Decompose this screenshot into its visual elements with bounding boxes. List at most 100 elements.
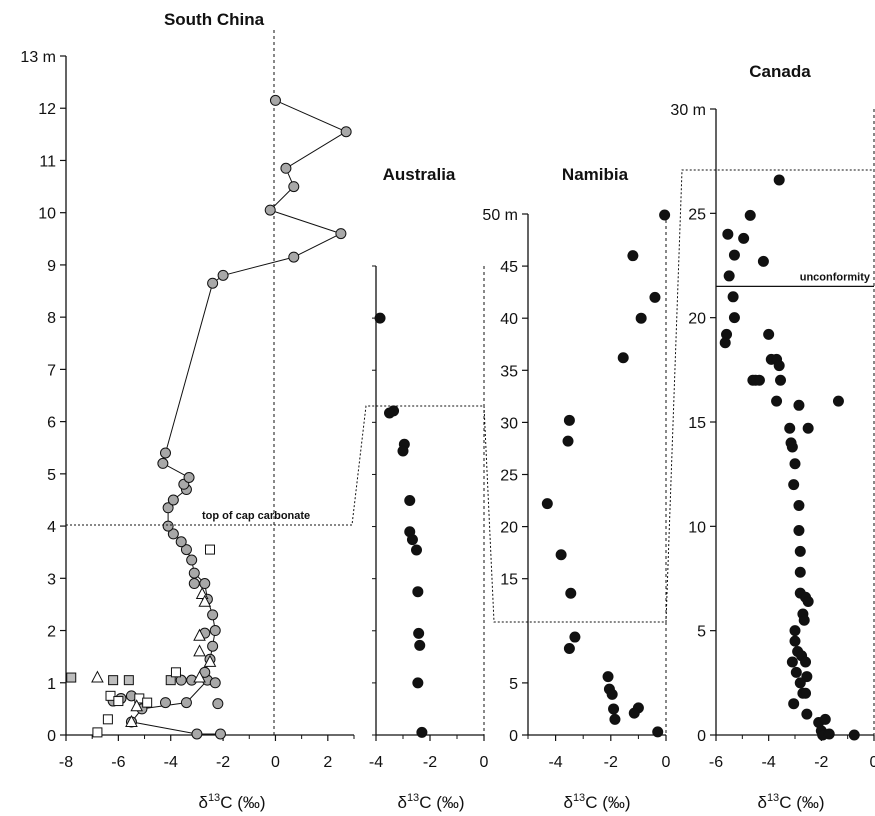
data-point [541, 498, 553, 510]
correlation-line [66, 405, 484, 526]
data-point [823, 728, 835, 740]
data-point [397, 445, 409, 457]
data-point [800, 687, 812, 699]
data-point [627, 250, 639, 262]
data-point [193, 628, 206, 641]
x-tick-label: 0 [662, 754, 671, 771]
data-point [159, 447, 171, 459]
data-point [569, 631, 581, 643]
data-point [142, 697, 153, 708]
data-point [723, 270, 735, 282]
y-tick-label: 30 [500, 415, 518, 432]
data-point [280, 162, 292, 174]
data-point [801, 708, 813, 720]
y-tick-label: 20 [688, 311, 706, 328]
data-point [413, 627, 425, 639]
x-tick-label: -6 [709, 754, 723, 771]
data-point [802, 595, 814, 607]
correlation-line [665, 169, 874, 623]
data-point [335, 228, 347, 240]
data-point [130, 699, 144, 712]
data-point [635, 312, 647, 324]
data-point [788, 479, 800, 491]
y-tick-label: 45 [500, 259, 518, 276]
data-point [738, 232, 750, 244]
y-tick-label: 20 [500, 520, 518, 537]
data-point [207, 640, 219, 652]
data-point [773, 174, 785, 186]
y-tick-label: 5 [47, 467, 56, 484]
data-point [188, 567, 200, 579]
data-point [205, 544, 215, 555]
data-point [288, 181, 300, 193]
data-point [414, 639, 426, 651]
data-point [162, 520, 174, 532]
data-point [555, 549, 567, 561]
y-tick-label: 0 [697, 728, 706, 745]
y-unit-label: 30 m [670, 102, 706, 119]
data-point [199, 578, 211, 590]
data-point [288, 251, 300, 263]
x-tick-label: 0 [271, 754, 280, 771]
x-tick-label: -2 [814, 754, 828, 771]
y-tick-label: 35 [500, 363, 518, 380]
data-point [191, 728, 203, 740]
data-point [175, 536, 187, 548]
panel-canada: Canada 0 5 10 15 20 25 30 m -6 -4 -2 0 δ13C (‰) uncon… [670, 62, 875, 812]
y-tick-label: 12 [38, 101, 56, 118]
data-point [186, 554, 198, 566]
y-tick-label: 15 [500, 572, 518, 589]
data-point [269, 94, 281, 106]
data-point [167, 494, 179, 506]
y-tick-label: 25 [688, 206, 706, 223]
y-tick-label: 2 [47, 624, 56, 641]
data-point [649, 291, 661, 303]
data-point [105, 690, 116, 701]
data-point [412, 677, 424, 689]
data-point [159, 697, 171, 709]
data-point [193, 670, 206, 683]
data-point [167, 528, 179, 540]
x-tick-label: -4 [369, 754, 383, 771]
data-point [832, 395, 844, 407]
data-point [91, 670, 104, 683]
data-point [207, 277, 219, 289]
data-point [212, 698, 224, 710]
data-point [374, 312, 386, 324]
data-point [617, 352, 629, 364]
y-tick-label: 0 [47, 728, 56, 745]
data-point [771, 395, 783, 407]
x-tick-label: -6 [111, 754, 125, 771]
x-tick-label: -4 [164, 754, 178, 771]
x-tick-label: -4 [548, 754, 562, 771]
data-point [719, 337, 731, 349]
x-tick-label: -2 [216, 754, 230, 771]
data-point [180, 544, 192, 556]
data-point [801, 671, 813, 683]
panel-title: Canada [749, 62, 811, 81]
data-point [800, 656, 812, 668]
data-point [108, 675, 119, 686]
data-point [786, 441, 798, 453]
panel-title: South China [164, 10, 265, 29]
y-tick-label: 0 [509, 728, 518, 745]
data-point [157, 457, 169, 469]
data-point [753, 374, 765, 386]
data-point [798, 614, 810, 626]
data-point [340, 126, 352, 138]
data-point [180, 697, 192, 709]
data-point [198, 594, 212, 607]
y-unit-label: 50 m [482, 207, 518, 224]
data-point [602, 671, 614, 683]
data-point [608, 703, 620, 715]
data-point [775, 374, 787, 386]
data-point [727, 291, 739, 303]
data-point [214, 728, 226, 740]
data-point [728, 249, 740, 261]
data-point [819, 713, 831, 725]
y-tick-label: 7 [47, 362, 56, 379]
x-axis-label: δ13C (‰) [198, 792, 265, 812]
data-point [125, 714, 138, 727]
